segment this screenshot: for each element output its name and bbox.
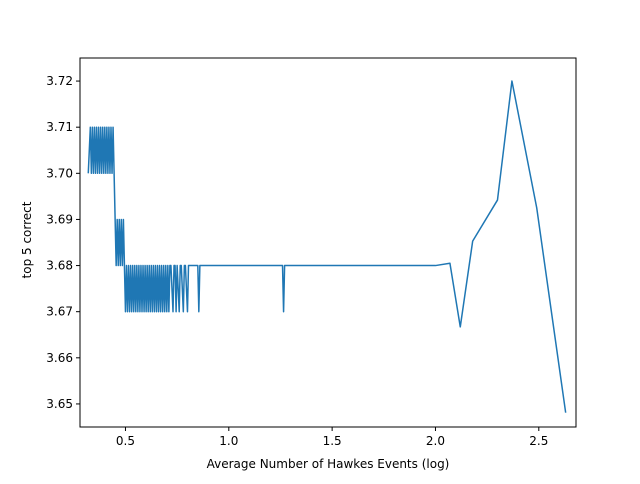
axes: 0.5 1.0 1.5 2.0 2.5 3.65 3.66 3.67 3.68 3.69 3.70 3…	[46, 57, 577, 448]
y-tick-label: 3.66	[46, 351, 73, 365]
plot-area	[87, 80, 567, 413]
y-axis-label: top 5 correct	[20, 201, 34, 278]
y-tick-label: 3.71	[46, 120, 73, 134]
x-tick-label: 1.0	[219, 434, 238, 448]
y-tick-label: 3.67	[46, 305, 73, 319]
x-axis-label: Average Number of Hawkes Events (log)	[207, 457, 450, 471]
x-tick-label: 2.5	[529, 434, 548, 448]
axes-frame	[79, 57, 577, 428]
x-tick-label: 2.0	[426, 434, 445, 448]
x-tick-label: 1.5	[323, 434, 342, 448]
y-tick-label: 3.69	[46, 212, 73, 226]
y-tick-label: 3.72	[46, 74, 73, 88]
y-tick-label: 3.65	[46, 397, 73, 411]
y-tick-label: 3.70	[46, 166, 73, 180]
series-line-0	[87, 80, 567, 413]
y-tick-label: 3.68	[46, 259, 73, 273]
x-tick-label: 0.5	[116, 434, 135, 448]
